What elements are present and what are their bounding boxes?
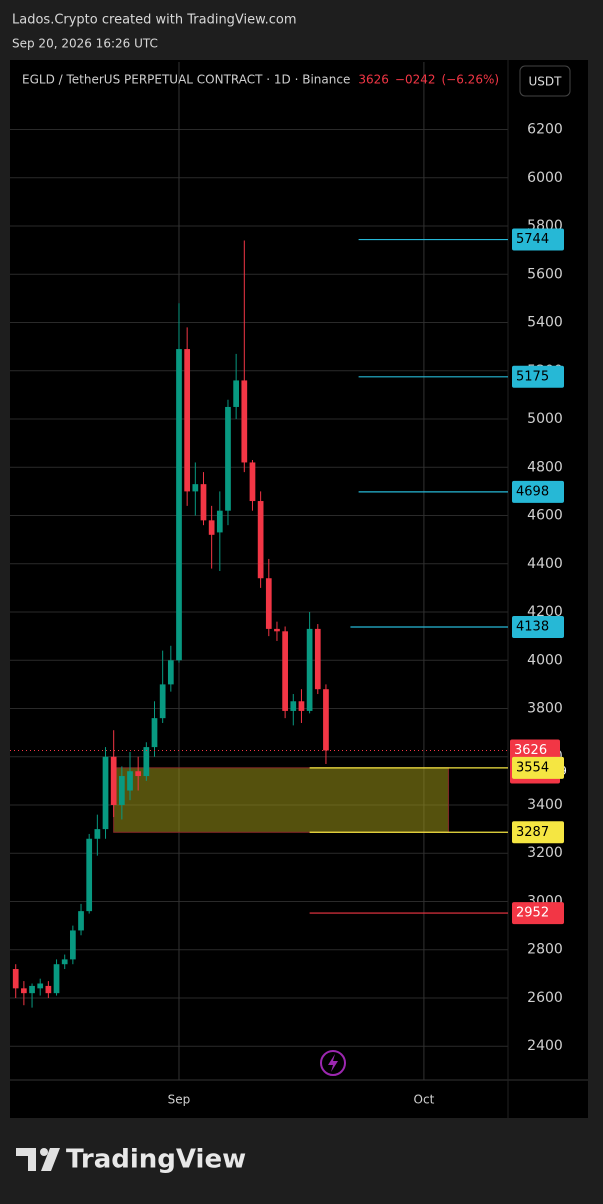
y-tick-label: 6000 (527, 170, 563, 186)
candle-body (86, 838, 93, 912)
level-label: 3554 (516, 760, 549, 775)
logo-mark (16, 1148, 36, 1171)
candle-body (249, 462, 256, 502)
candle-body (216, 510, 223, 533)
logo-slash (41, 1148, 60, 1171)
candle-body (110, 756, 117, 805)
candle-body (159, 684, 166, 719)
candle-body (151, 718, 158, 748)
currency-button[interactable] (519, 65, 571, 97)
candle-body (70, 930, 76, 960)
candle-body (282, 631, 288, 711)
zone (113, 767, 449, 833)
candle-body (94, 829, 101, 839)
lightning-bolt (328, 1054, 338, 1072)
candle-body (143, 747, 150, 777)
x-tick-label: Oct (414, 1093, 435, 1107)
candle-body (298, 701, 305, 711)
y-tick-label: 2800 (527, 942, 563, 958)
currency-label[interactable]: USDT (529, 75, 563, 89)
legend-change-pct: (−6.26%) (442, 73, 500, 87)
y-tick-label: 4600 (527, 508, 563, 524)
y-tick-label: 6200 (527, 122, 563, 138)
logo-dot (40, 1148, 48, 1156)
candle-body (257, 501, 264, 579)
y-tick-label: 4000 (527, 652, 563, 668)
candle-body (241, 380, 248, 463)
plot-area: 2400260028003000320034003600380040004200… (10, 60, 588, 1118)
candle-body (135, 771, 142, 777)
candle-body (29, 985, 35, 994)
level-label-box (512, 615, 564, 638)
tv-logo (16, 1148, 60, 1171)
candle-body (127, 771, 133, 791)
candle-body (118, 776, 125, 805)
candle-body (176, 349, 182, 661)
symbol-legend: EGLD / TetherUS PERPETUAL CONTRACT · 1D … (22, 73, 350, 87)
level-label: 3287 (516, 825, 549, 840)
y-tick-label: 3400 (527, 797, 563, 813)
candle-body (225, 406, 231, 511)
y-tick-label: 5000 (527, 411, 563, 427)
candle-body (167, 660, 174, 685)
last-price-label: 3626 (514, 743, 547, 758)
lightning-icon[interactable] (320, 1050, 346, 1076)
level-label: 5175 (516, 369, 549, 384)
candle-body (306, 628, 313, 711)
candle-body (12, 969, 19, 989)
candle-body (323, 689, 329, 751)
level-label-box (512, 228, 564, 251)
level-label: 4698 (516, 484, 549, 499)
candle-body (233, 380, 239, 407)
level-label-box (512, 365, 564, 388)
legend-last: 3626 (358, 73, 389, 87)
candle-body (290, 701, 297, 711)
level-label: 5744 (516, 232, 549, 247)
brand: TradingView (66, 1145, 246, 1175)
candle-body (45, 985, 52, 994)
level-label-box (512, 902, 564, 925)
x-tick-label: Sep (168, 1093, 191, 1107)
y-tick-label: 5400 (527, 315, 563, 331)
level-label-box (512, 756, 564, 779)
candle-body (265, 578, 272, 629)
candle-body (53, 964, 60, 994)
candle-body (314, 628, 321, 690)
level-label: 2952 (516, 906, 549, 921)
candle-body (184, 349, 191, 492)
y-tick-label: 2400 (527, 1038, 563, 1054)
candle-body (102, 756, 109, 830)
author-line: Lados.Crypto created with TradingView.co… (12, 13, 296, 28)
candle-body (192, 484, 199, 492)
y-tick-label: 3200 (527, 845, 563, 861)
y-tick-label: 2600 (527, 990, 563, 1006)
candle-body (200, 484, 207, 521)
candle-body (21, 988, 27, 994)
candle-body (78, 911, 84, 931)
level-label: 4138 (516, 619, 549, 634)
candle-body (274, 628, 280, 632)
candle-body (61, 959, 68, 965)
level-label-box (512, 821, 564, 844)
y-tick-label: 4400 (527, 556, 563, 572)
chart-panel (10, 60, 588, 1118)
legend-change: −0242 (395, 73, 436, 87)
y-tick-label: 5600 (527, 266, 563, 282)
candle-body (37, 983, 44, 989)
y-tick-label: 4800 (527, 459, 563, 475)
timestamp: Sep 20, 2026 16:26 UTC (12, 37, 158, 51)
candle-body (208, 520, 215, 535)
y-tick-label: 3800 (527, 701, 563, 717)
level-label-box (512, 480, 564, 503)
